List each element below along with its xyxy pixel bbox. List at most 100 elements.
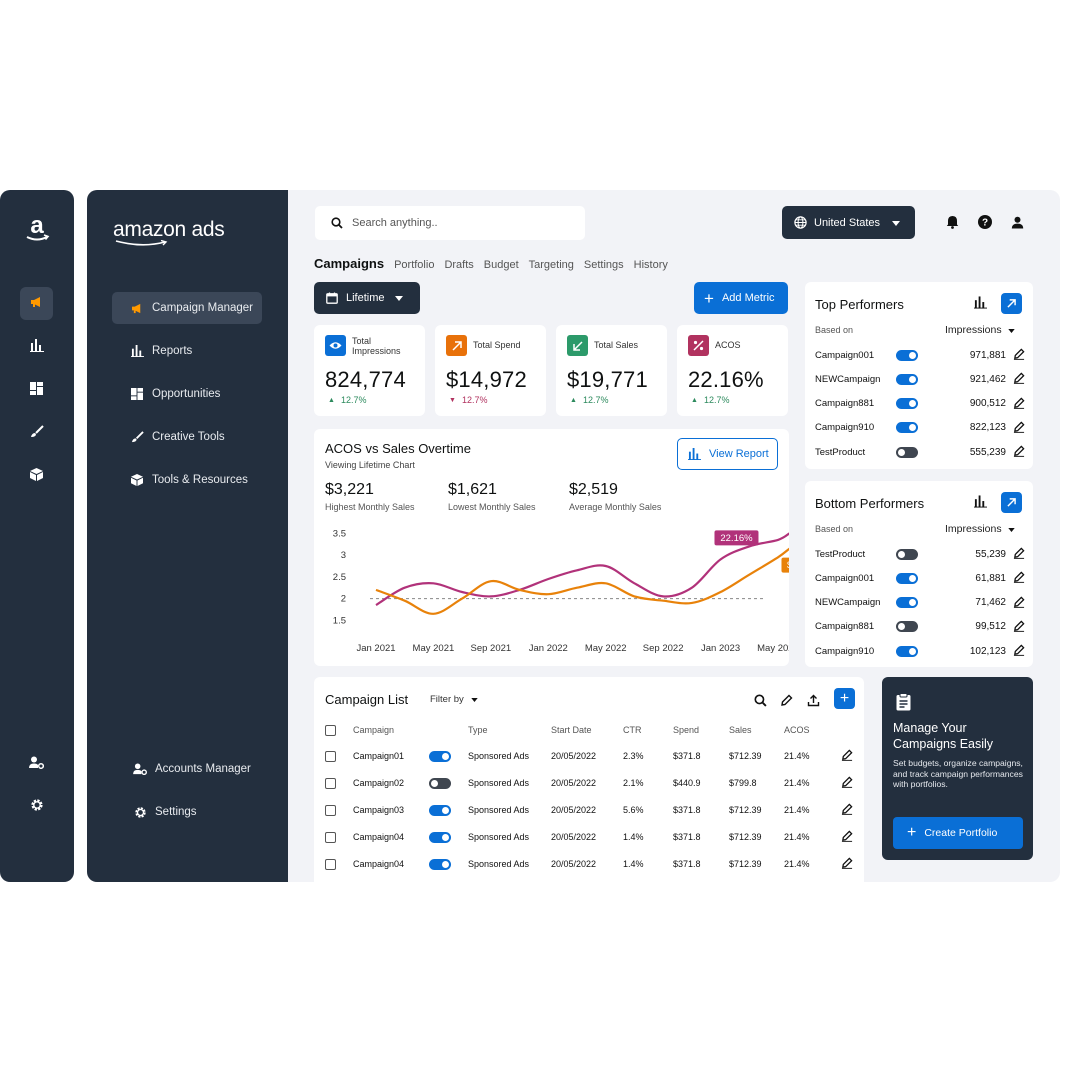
row-checkbox[interactable]	[325, 804, 336, 816]
edit-icon[interactable]	[1013, 445, 1025, 460]
table-row[interactable]: Campaign04 Sponsored Ads 20/05/2022 1.4% $37…	[325, 856, 855, 872]
tab-budget[interactable]: Budget	[483, 259, 519, 271]
metric-dropdown[interactable]: Impressions	[945, 523, 1015, 535]
rail-settings[interactable]	[20, 791, 53, 824]
edit-icon[interactable]	[1013, 397, 1025, 412]
campaign-toggle[interactable]	[429, 804, 451, 816]
campaign-toggle[interactable]	[896, 398, 918, 410]
tab-portfolio[interactable]: Portfolio	[394, 259, 435, 271]
campaign-toggle[interactable]	[896, 446, 918, 458]
column-header[interactable]: Start Date	[551, 725, 592, 735]
row-checkbox[interactable]	[325, 777, 336, 789]
column-header[interactable]: Type	[468, 725, 488, 735]
tab-history[interactable]: History	[633, 259, 668, 271]
add-campaign-button[interactable]: +	[834, 688, 855, 709]
bar-chart-icon[interactable]	[974, 495, 987, 513]
column-header[interactable]: CTR	[623, 725, 642, 735]
country-selector[interactable]: United States	[782, 206, 915, 239]
column-header[interactable]: Sales	[729, 725, 752, 735]
open-external-button[interactable]	[1001, 293, 1022, 314]
help-icon[interactable]: ?	[977, 214, 993, 230]
table-row[interactable]: Campaign02 Sponsored Ads 20/05/2022 2.1% $44…	[325, 775, 855, 791]
edit-icon[interactable]	[1013, 372, 1025, 387]
campaign-toggle[interactable]	[896, 373, 918, 385]
search-input[interactable]: Search anything..	[315, 206, 585, 240]
edit-icon[interactable]	[841, 803, 853, 817]
nav-reports[interactable]: Reports	[112, 335, 262, 367]
kpi-card-acos[interactable]: ACOS 22.16% ▲ 12.7%	[677, 325, 788, 416]
column-header[interactable]: Spend	[673, 725, 700, 735]
nav-campaign-manager[interactable]: Campaign Manager	[112, 292, 262, 324]
search-icon[interactable]	[751, 691, 769, 709]
rail-campaign-manager[interactable]	[20, 287, 53, 320]
nav-accounts-manager[interactable]: Accounts Manager	[115, 753, 265, 785]
edit-icon[interactable]	[1013, 571, 1025, 586]
campaign-toggle[interactable]	[896, 422, 918, 434]
column-header[interactable]: ACOS	[784, 725, 810, 735]
rail-opportunities[interactable]	[20, 374, 53, 407]
rail-reports[interactable]	[20, 331, 53, 364]
tab-campaigns[interactable]: Campaigns	[314, 256, 385, 271]
nav-opportunities[interactable]: Opportunities	[112, 378, 262, 410]
view-report-button[interactable]: View Report	[677, 438, 778, 470]
notifications-bell-icon[interactable]	[944, 214, 960, 230]
table-row[interactable]: Campaign04 Sponsored Ads 20/05/2022 1.4% $37…	[325, 829, 855, 845]
column-header[interactable]: Campaign	[353, 725, 395, 735]
campaign-toggle[interactable]	[896, 621, 918, 633]
filter-dropdown[interactable]: Filter by	[430, 694, 478, 705]
kpi-card-spend[interactable]: Total Spend $14,972 ▼ 12.7%	[435, 325, 546, 416]
table-row[interactable]: Campaign03 Sponsored Ads 20/05/2022 5.6% $37…	[325, 802, 855, 818]
campaign-toggle[interactable]	[896, 349, 918, 361]
amazon-logo[interactable]: a	[0, 212, 74, 249]
campaign-toggle[interactable]	[429, 858, 451, 870]
metric-dropdown[interactable]: Impressions	[945, 324, 1015, 336]
tab-drafts[interactable]: Drafts	[444, 259, 474, 271]
campaign-toggle[interactable]	[429, 777, 451, 789]
row-checkbox[interactable]	[325, 831, 336, 843]
edit-icon[interactable]	[841, 857, 853, 871]
edit-icon[interactable]	[1013, 547, 1025, 562]
nav-tools-resources[interactable]: Tools & Resources	[112, 464, 262, 496]
campaign-toggle[interactable]	[429, 750, 451, 762]
campaign-toggle[interactable]	[896, 645, 918, 657]
tab-settings[interactable]: Settings	[583, 259, 624, 271]
rail-accounts-manager[interactable]	[20, 748, 53, 781]
edit-icon[interactable]	[841, 830, 853, 844]
campaign-toggle[interactable]	[896, 548, 918, 560]
ctr-value: 1.4%	[623, 859, 644, 869]
user-account-icon[interactable]	[1009, 214, 1025, 230]
select-all-checkbox[interactable]	[325, 724, 336, 736]
campaign-toggle[interactable]	[429, 831, 451, 843]
kpi-card-sales[interactable]: Total Sales $19,771 ▲ 12.7%	[556, 325, 667, 416]
row-checkbox[interactable]	[325, 858, 336, 870]
impressions-value: 55,239	[975, 548, 1006, 560]
campaign-name: Campaign02	[353, 778, 405, 788]
edit-icon[interactable]	[841, 776, 853, 790]
table-row[interactable]: Campaign01 Sponsored Ads 20/05/2022 2.3% $37…	[325, 748, 855, 764]
tab-targeting[interactable]: Targeting	[528, 259, 574, 271]
campaign-toggle[interactable]	[896, 572, 918, 584]
bar-chart-icon[interactable]	[974, 296, 987, 314]
nav-settings[interactable]: Settings	[115, 796, 265, 828]
rail-creative-tools[interactable]	[20, 417, 53, 450]
row-checkbox[interactable]	[325, 750, 336, 762]
amazon-ads-logo[interactable]: amazon ads	[113, 218, 225, 246]
rail-tools-resources[interactable]	[20, 460, 53, 493]
kpi-card-impressions[interactable]: Total Impressions 824,774 ▲ 12.7%	[314, 325, 425, 416]
edit-icon[interactable]	[841, 749, 853, 763]
edit-icon[interactable]	[1013, 620, 1025, 635]
edit-icon[interactable]	[1013, 596, 1025, 611]
manage-campaigns-promo: Manage Your Campaigns Easily Set budgets…	[882, 677, 1033, 860]
add-metric-button[interactable]: + Add Metric	[694, 282, 788, 314]
campaign-toggle[interactable]	[896, 597, 918, 609]
create-portfolio-button[interactable]: + Create Portfolio	[893, 817, 1023, 849]
open-external-button[interactable]	[1001, 492, 1022, 513]
edit-icon[interactable]	[1013, 348, 1025, 363]
export-icon[interactable]	[804, 691, 822, 709]
date-range-dropdown[interactable]: Lifetime	[314, 282, 420, 314]
nav-creative-tools[interactable]: Creative Tools	[112, 421, 262, 453]
edit-icon[interactable]	[1013, 421, 1025, 436]
sales-value: $712.39	[729, 832, 762, 842]
edit-icon[interactable]	[777, 691, 795, 709]
edit-icon[interactable]	[1013, 644, 1025, 659]
